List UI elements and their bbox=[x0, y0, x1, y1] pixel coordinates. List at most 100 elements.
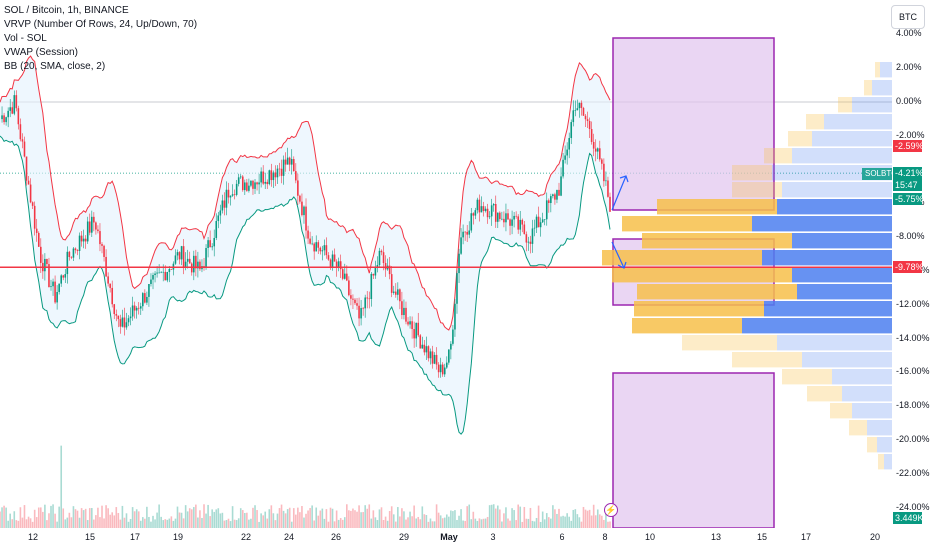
volume-bar bbox=[62, 508, 65, 528]
volume-bar bbox=[21, 517, 24, 528]
candle-body bbox=[519, 219, 522, 230]
candle-body bbox=[343, 273, 346, 279]
candle-body bbox=[135, 307, 138, 311]
candle-body bbox=[299, 195, 301, 202]
volume-bar bbox=[213, 511, 216, 528]
volume-bar bbox=[50, 505, 52, 528]
candle-body bbox=[327, 255, 330, 260]
volume-bar bbox=[598, 514, 601, 528]
candle-body bbox=[221, 200, 224, 211]
volume-bar bbox=[448, 516, 450, 528]
volume-bar bbox=[541, 511, 544, 528]
candle-body bbox=[390, 274, 393, 293]
candle-body bbox=[439, 364, 442, 373]
volume-bar bbox=[335, 510, 338, 528]
candle-body bbox=[315, 242, 318, 252]
volume-bar bbox=[321, 508, 324, 528]
candle-body bbox=[552, 194, 554, 197]
candle-body bbox=[397, 289, 399, 295]
time-tick-label: 17 bbox=[800, 532, 812, 542]
volume-bar bbox=[360, 512, 362, 528]
candle-body bbox=[394, 291, 397, 295]
time-tick-label: 29 bbox=[398, 532, 410, 542]
candle-body bbox=[168, 269, 171, 272]
volume-profile-bar-down bbox=[884, 454, 892, 470]
volume-bar bbox=[31, 521, 34, 528]
candle-body bbox=[150, 279, 152, 284]
candle-body bbox=[109, 283, 111, 288]
volume-bar bbox=[237, 518, 240, 528]
volume-bar bbox=[40, 507, 42, 528]
candle-body bbox=[11, 107, 14, 114]
volume-bar bbox=[421, 506, 424, 528]
arrow-head-down bbox=[617, 261, 627, 269]
candle-body bbox=[590, 129, 593, 142]
volume-bar bbox=[401, 508, 403, 528]
candle-body bbox=[368, 298, 371, 300]
candle-body bbox=[558, 189, 560, 196]
time-tick-label: 15 bbox=[84, 532, 96, 542]
volume-bar bbox=[99, 517, 101, 528]
volume-bar bbox=[35, 517, 38, 528]
candle-body bbox=[335, 261, 338, 268]
candle-body bbox=[82, 238, 85, 242]
symbol-title[interactable]: SOL / Bitcoin, 1h, BINANCE bbox=[4, 5, 129, 16]
currency-button[interactable]: BTC bbox=[891, 5, 925, 29]
volume-bar bbox=[184, 505, 187, 528]
candle-body bbox=[341, 269, 344, 279]
indicator-bollinger[interactable]: BB (20, SMA, close, 2) bbox=[4, 61, 106, 72]
price-chart-canvas[interactable] bbox=[0, 0, 892, 528]
volume-bar bbox=[323, 518, 326, 528]
candle-body bbox=[592, 141, 595, 149]
volume-bar bbox=[223, 520, 226, 528]
volume-bar bbox=[607, 521, 609, 528]
volume-bar bbox=[299, 512, 301, 528]
volume-bar bbox=[5, 507, 7, 528]
candle-body bbox=[333, 254, 336, 262]
volume-bar bbox=[380, 507, 383, 528]
volume-bar bbox=[219, 513, 222, 528]
volume-bar bbox=[205, 513, 207, 528]
indicator-vrvp[interactable]: VRVP (Number Of Rows, 24, Up/Down, 70) bbox=[4, 19, 198, 30]
volume-bar bbox=[42, 511, 44, 528]
volume-bar bbox=[535, 517, 538, 528]
price-tick-label: -24.00% bbox=[896, 501, 930, 512]
chart-pane[interactable]: SOL / Bitcoin, 1h, BINANCE VRVP (Number … bbox=[0, 0, 892, 528]
volume-bar bbox=[480, 519, 483, 528]
time-tick-label: 17 bbox=[129, 532, 141, 542]
candle-body bbox=[60, 275, 63, 284]
volume-bar bbox=[478, 518, 481, 528]
candle-body bbox=[99, 231, 101, 245]
volume-profile-bar-down bbox=[782, 182, 892, 198]
candle-body bbox=[460, 237, 462, 254]
volume-bar bbox=[429, 518, 432, 528]
candle-body bbox=[584, 115, 587, 120]
volume-bar bbox=[576, 514, 579, 528]
candle-body bbox=[445, 362, 448, 368]
volume-bar bbox=[433, 521, 436, 528]
indicator-volume[interactable]: Vol - SOL bbox=[4, 33, 47, 44]
price-tick-label: 2.00% bbox=[896, 62, 922, 73]
volume-bar bbox=[388, 511, 391, 528]
candle-body bbox=[17, 108, 20, 125]
candle-body bbox=[211, 246, 213, 248]
time-tick-label: 22 bbox=[240, 532, 252, 542]
candle-body bbox=[362, 308, 364, 309]
volume-bar bbox=[468, 504, 471, 528]
candle-body bbox=[566, 149, 568, 156]
candle-body bbox=[219, 210, 222, 216]
volume-bar bbox=[195, 504, 197, 528]
volume-bar bbox=[201, 517, 203, 528]
candle-body bbox=[195, 255, 197, 269]
indicator-vwap[interactable]: VWAP (Session) bbox=[4, 47, 78, 58]
volume-bar bbox=[403, 511, 405, 528]
candle-body bbox=[9, 107, 12, 111]
time-scale[interactable]: 12 15 17 19 22 24 26 29 May 3 6 8 10 13 15 17 20 bbox=[0, 528, 892, 550]
volume-bar bbox=[507, 518, 509, 528]
bolt-icon[interactable]: ⚡ bbox=[604, 503, 618, 517]
candle-body bbox=[594, 148, 597, 152]
candle-body bbox=[162, 271, 165, 273]
volume-bar bbox=[162, 520, 165, 528]
volume-bar bbox=[0, 511, 1, 528]
time-tick-label: 19 bbox=[172, 532, 184, 542]
